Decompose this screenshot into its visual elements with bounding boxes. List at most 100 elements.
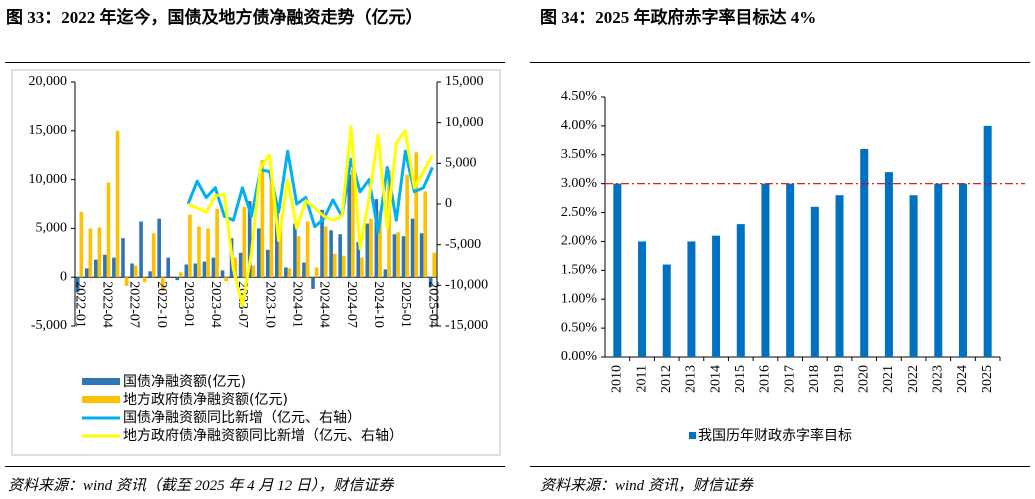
bar xyxy=(269,174,274,278)
x-tick-label: 2024 xyxy=(955,365,970,393)
source: 资料来源：wind 资讯，财信证券 xyxy=(540,478,753,494)
bar xyxy=(365,223,370,278)
bar xyxy=(369,218,373,278)
x-tick-label: 2022-01 xyxy=(72,281,87,328)
bar xyxy=(133,265,138,278)
bar xyxy=(188,214,192,278)
x-tick-label: 2025 xyxy=(980,365,995,393)
bar xyxy=(338,234,342,278)
bar xyxy=(378,210,382,278)
bar xyxy=(251,265,256,278)
bar xyxy=(84,268,89,278)
x-tick-label: 2025-04 xyxy=(425,281,440,328)
bar xyxy=(115,130,120,278)
bar xyxy=(958,183,967,357)
line xyxy=(187,125,434,308)
bar xyxy=(151,233,156,278)
bar xyxy=(233,257,237,278)
legend-label: 地方政府债净融资额(亿元) xyxy=(123,392,288,408)
legend-label: 我国历年财政赤字率目标 xyxy=(698,427,852,444)
rule xyxy=(5,466,505,467)
x-tick-label: 2024-01 xyxy=(290,281,305,328)
bar xyxy=(265,249,270,278)
x-tick-label: 2023-01 xyxy=(181,281,196,328)
bar xyxy=(157,218,161,278)
bar xyxy=(419,233,424,278)
bar xyxy=(148,271,152,278)
bar xyxy=(94,259,98,278)
bar xyxy=(197,226,201,278)
bar xyxy=(432,252,437,278)
x-tick-label: 2010 xyxy=(610,365,625,393)
y-tick-label: 5,000 xyxy=(36,221,68,236)
bar xyxy=(75,277,80,292)
rule xyxy=(5,62,505,63)
chart-frame xyxy=(11,69,501,456)
y2-tick-label: -10,000 xyxy=(445,278,488,293)
y-tick-label: 4.50% xyxy=(561,89,598,104)
bar xyxy=(423,191,428,278)
x-tick-label: 2018 xyxy=(807,365,822,393)
bar xyxy=(329,230,333,278)
bar xyxy=(860,149,869,357)
y-tick-label: -5,000 xyxy=(31,318,67,333)
x-tick-label: 2017 xyxy=(782,365,797,393)
bar xyxy=(934,183,943,357)
x-tick-label: 2021 xyxy=(881,365,896,393)
y-tick-label: 0.00% xyxy=(561,349,598,364)
chart-title: 图 33：2022 年迄今，国债及地方债净融资走势（亿元） xyxy=(6,8,423,27)
bar xyxy=(314,267,319,278)
legend-label: 地方政府债净融资额同比新增（亿元、右轴） xyxy=(123,428,403,444)
bar xyxy=(320,209,324,278)
bar xyxy=(712,235,721,357)
rule xyxy=(530,62,1030,63)
y-tick-label: 10,000 xyxy=(29,172,68,187)
bar xyxy=(332,253,337,278)
bar xyxy=(88,228,93,278)
bar xyxy=(184,264,189,278)
y-tick-label: 20,000 xyxy=(29,74,68,89)
bar xyxy=(112,257,116,278)
bar xyxy=(392,234,397,278)
bar xyxy=(351,169,355,278)
x-tick-label: 2025-01 xyxy=(398,281,413,328)
bar xyxy=(736,224,745,357)
x-tick-label: 2014 xyxy=(708,365,723,393)
bar xyxy=(238,252,243,278)
bar xyxy=(414,152,418,278)
bar xyxy=(211,257,216,278)
bar xyxy=(260,160,265,278)
x-tick-label: 2011 xyxy=(634,365,649,392)
x-tick-label: 2020 xyxy=(856,365,871,393)
bar xyxy=(687,241,696,357)
bar xyxy=(302,262,306,278)
bar xyxy=(401,236,406,278)
y-tick-label: 1.00% xyxy=(561,291,598,306)
x-tick-label: 2013 xyxy=(684,365,699,393)
y-tick-label: 0.50% xyxy=(561,320,598,335)
y-tick-label: 2.00% xyxy=(561,234,598,249)
y2-tick-label: -5,000 xyxy=(445,237,481,252)
bar xyxy=(121,238,125,278)
x-tick-label: 2023-04 xyxy=(208,281,223,328)
bar xyxy=(179,272,183,278)
bar xyxy=(396,232,400,278)
bar xyxy=(835,195,844,357)
y2-tick-label: 15,000 xyxy=(445,74,484,89)
bar xyxy=(341,255,346,278)
bar xyxy=(224,277,228,282)
x-tick-label: 2015 xyxy=(733,365,748,393)
y-tick-label: 3.50% xyxy=(561,147,598,162)
bar xyxy=(97,227,102,278)
bar xyxy=(287,268,292,278)
x-tick-label: 2022-10 xyxy=(154,281,169,328)
legend-swatch xyxy=(82,396,120,403)
bar xyxy=(142,277,147,283)
bar xyxy=(215,208,219,278)
bar xyxy=(405,174,409,278)
bar xyxy=(909,195,918,357)
bar xyxy=(761,183,770,357)
bar xyxy=(613,183,622,357)
bar xyxy=(383,269,388,278)
